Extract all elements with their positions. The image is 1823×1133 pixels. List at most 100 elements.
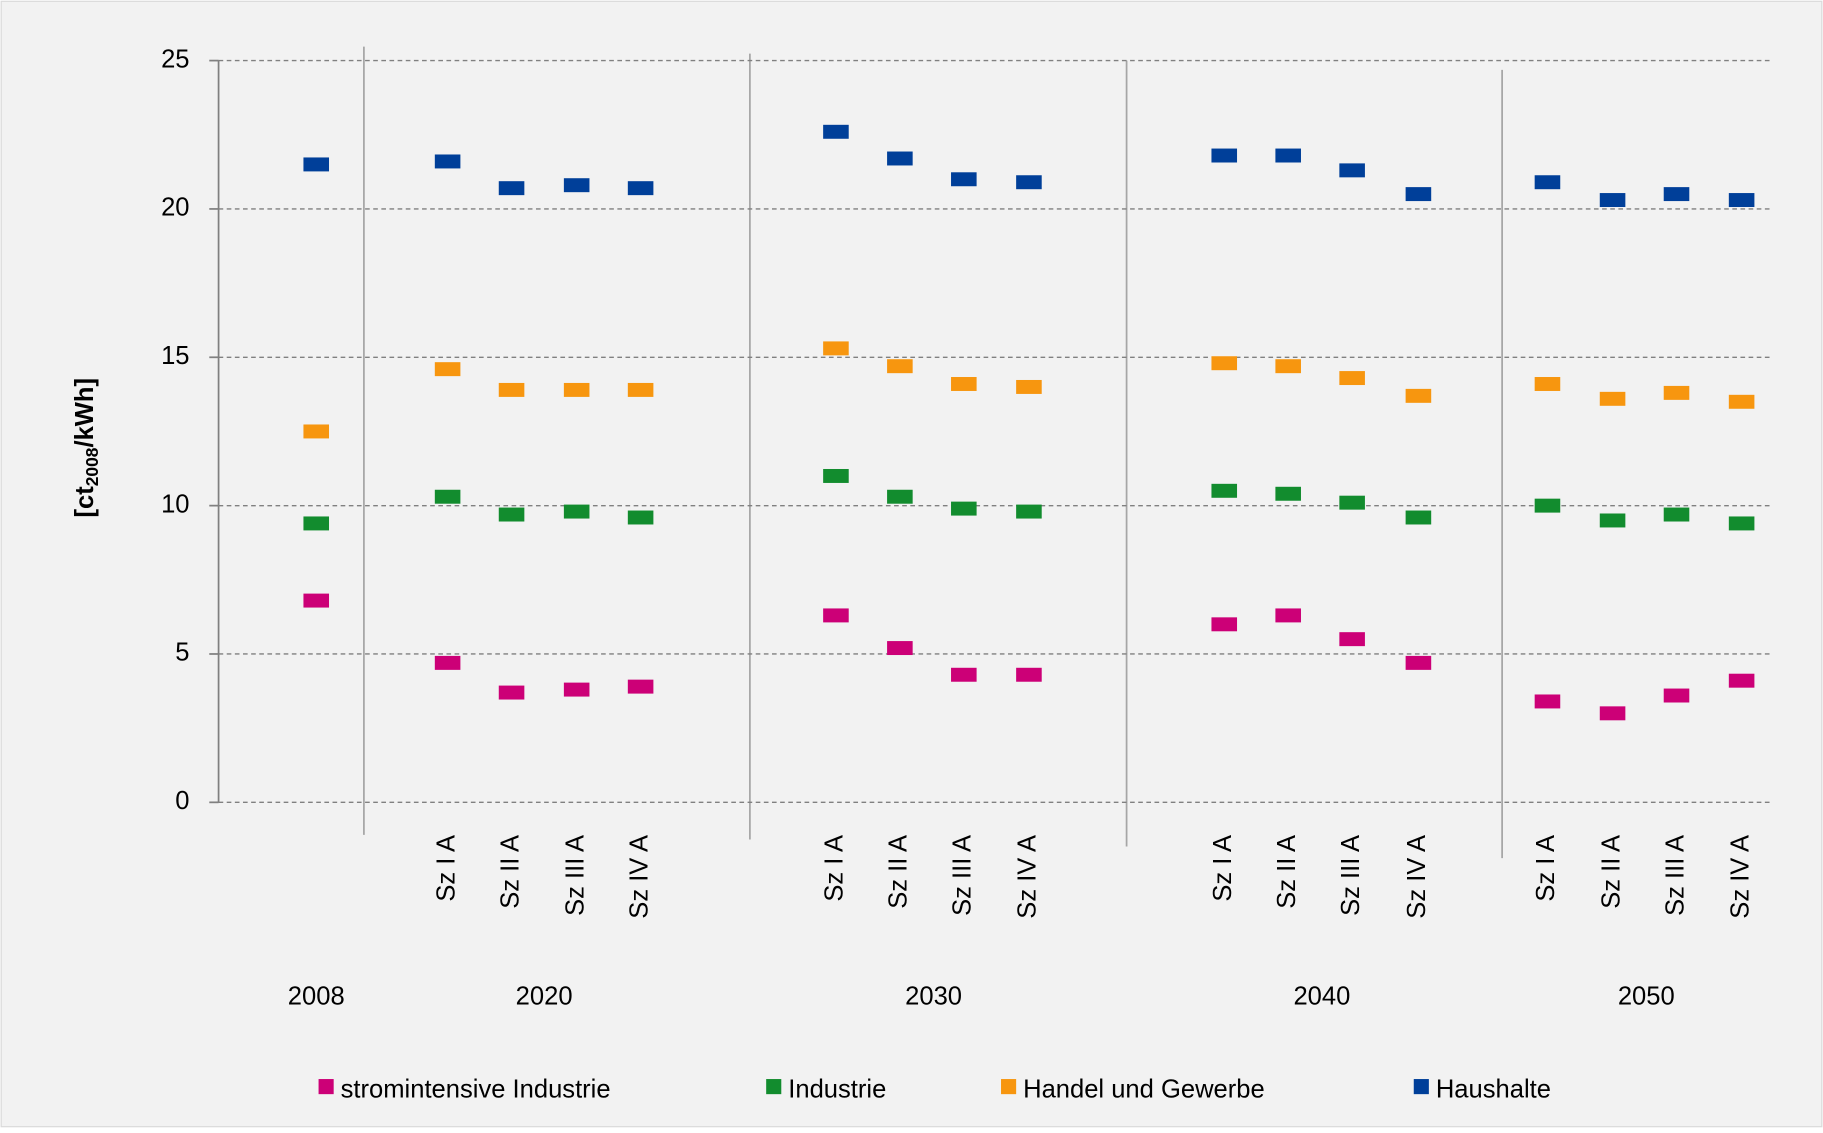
x-tick-label: Sz IV A (625, 835, 653, 919)
data-marker (823, 608, 849, 623)
data-marker (563, 382, 590, 397)
legend-swatch (318, 1079, 334, 1095)
data-marker (1728, 516, 1755, 531)
y-tick-label: 25 (161, 45, 189, 73)
x-tick-label: Sz III A (1337, 835, 1365, 916)
data-marker (303, 516, 330, 531)
x-tick-label: Sz III A (1661, 835, 1689, 916)
group-label: 2050 (1618, 982, 1675, 1010)
x-tick-label: Sz II A (1273, 835, 1301, 909)
data-marker (563, 682, 590, 697)
y-axis-label-part: /kWh] (71, 378, 99, 448)
data-marker (1275, 486, 1301, 501)
data-marker (1339, 163, 1365, 178)
data-marker (887, 641, 913, 656)
data-marker (498, 181, 525, 196)
data-marker (434, 362, 461, 377)
data-marker (563, 178, 590, 193)
data-marker (434, 655, 461, 670)
legend-label: stromintensive Industrie (341, 1075, 611, 1103)
legend-swatch (766, 1079, 782, 1095)
legend-swatch (1413, 1079, 1429, 1095)
x-tick-label: Sz I A (432, 835, 460, 902)
data-marker (887, 151, 913, 166)
data-marker (1211, 148, 1238, 163)
data-marker (563, 504, 590, 519)
data-marker (1405, 388, 1432, 403)
data-marker (951, 667, 977, 682)
data-marker (1663, 507, 1690, 522)
data-marker (627, 510, 654, 525)
x-tick-label: Sz II A (885, 835, 913, 909)
data-marker (1728, 193, 1755, 208)
group-label: 2020 (516, 982, 573, 1010)
data-marker (434, 154, 461, 169)
data-marker (1663, 385, 1690, 400)
data-marker (627, 679, 654, 694)
group-label: 2008 (288, 982, 345, 1010)
data-marker (1275, 608, 1301, 623)
y-tick-label: 5 (175, 639, 189, 667)
data-marker (498, 382, 525, 397)
data-marker (1275, 148, 1301, 163)
data-marker (1534, 694, 1561, 709)
data-marker (1663, 187, 1690, 202)
data-marker (1016, 175, 1042, 190)
data-marker (1534, 175, 1561, 190)
data-marker (1599, 513, 1626, 528)
data-marker (303, 424, 330, 439)
x-tick-label: Sz II A (496, 835, 524, 909)
x-tick-label: Sz I A (821, 835, 849, 902)
data-marker (1339, 371, 1365, 386)
y-axis-label-sub: 2008 (82, 447, 102, 486)
data-marker (1016, 379, 1042, 394)
data-marker (303, 157, 330, 172)
x-tick-label: Sz III A (561, 835, 589, 916)
data-marker (1211, 356, 1238, 371)
data-marker (951, 377, 977, 391)
y-tick-label: 15 (161, 342, 189, 370)
y-tick-label: 20 (161, 194, 189, 222)
legend-label: Handel und Gewerbe (1023, 1075, 1265, 1103)
data-marker (1405, 187, 1432, 202)
data-marker (1728, 673, 1755, 688)
x-tick-label: Sz I A (1209, 835, 1237, 902)
data-marker (887, 359, 913, 374)
data-marker (303, 593, 330, 608)
data-marker (951, 501, 977, 516)
x-tick-label: Sz IV A (1403, 835, 1431, 919)
y-tick-label: 10 (161, 490, 189, 518)
data-marker (951, 172, 977, 187)
data-marker (1599, 193, 1626, 208)
data-marker (1211, 617, 1238, 632)
legend-label: Industrie (788, 1075, 886, 1103)
group-label: 2030 (905, 982, 962, 1010)
data-marker (498, 507, 525, 522)
data-marker (1405, 655, 1432, 670)
x-tick-label: Sz III A (949, 835, 977, 916)
legend-label: Haushalte (1436, 1075, 1551, 1103)
y-tick-label: 0 (175, 787, 189, 815)
data-marker (1599, 706, 1626, 721)
data-marker (627, 382, 654, 397)
data-marker (1339, 632, 1365, 647)
y-axis-label-part: [ct (71, 486, 99, 518)
data-marker (498, 685, 525, 700)
x-tick-label: Sz I A (1532, 835, 1560, 902)
data-marker (1728, 394, 1755, 409)
data-marker (434, 489, 461, 504)
data-marker (627, 181, 654, 196)
data-marker (1016, 667, 1042, 682)
data-marker (1016, 504, 1042, 519)
data-marker (887, 489, 913, 504)
x-tick-label: Sz IV A (1014, 835, 1042, 919)
legend-swatch (1001, 1079, 1017, 1095)
data-marker (1339, 495, 1365, 510)
data-marker (1405, 510, 1432, 525)
x-tick-label: Sz IV A (1726, 835, 1754, 919)
data-marker (1275, 359, 1301, 374)
data-marker (1663, 688, 1690, 703)
y-axis-label: [ct2008/kWh] (71, 378, 102, 518)
